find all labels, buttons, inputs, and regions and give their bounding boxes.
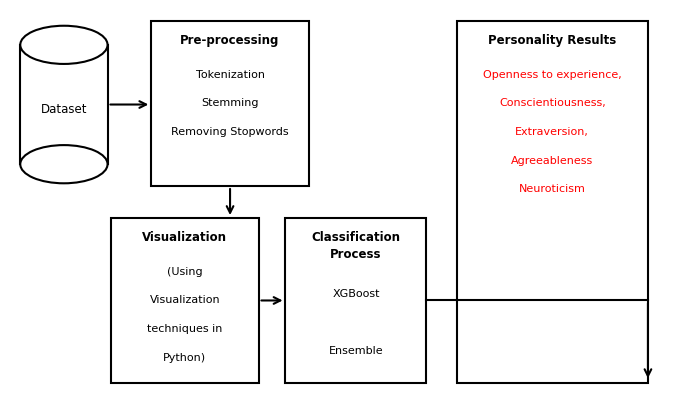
Text: Conscientiousness,: Conscientiousness, [499,98,606,108]
Bar [151,22,309,187]
Text: Neuroticism: Neuroticism [519,184,586,194]
Text: Visualization: Visualization [142,230,227,243]
Text: (Using: (Using [167,266,203,276]
Text: Dataset: Dataset [40,103,87,116]
Bar [457,22,648,383]
Text: Removing Stopwords: Removing Stopwords [171,127,289,136]
Text: Extraversion,: Extraversion, [515,127,589,136]
Text: Stemming: Stemming [201,98,259,108]
Text: techniques in: techniques in [147,323,223,333]
Text: Personality Results: Personality Results [488,34,616,47]
Text: XGBoost: XGBoost [332,288,379,298]
Text: Visualization: Visualization [149,294,220,305]
Bar [286,218,426,383]
Text: Openness to experience,: Openness to experience, [483,70,622,79]
Ellipse shape [21,27,108,65]
Text: Python): Python) [163,352,206,362]
Ellipse shape [21,146,108,184]
Bar [111,218,258,383]
Text: Agreeableness: Agreeableness [511,155,593,165]
Text: Classification
Process: Classification Process [312,230,401,260]
Text: Ensemble: Ensemble [329,345,383,355]
Text: Tokenization: Tokenization [195,70,264,79]
Text: Pre-processing: Pre-processing [180,34,279,47]
